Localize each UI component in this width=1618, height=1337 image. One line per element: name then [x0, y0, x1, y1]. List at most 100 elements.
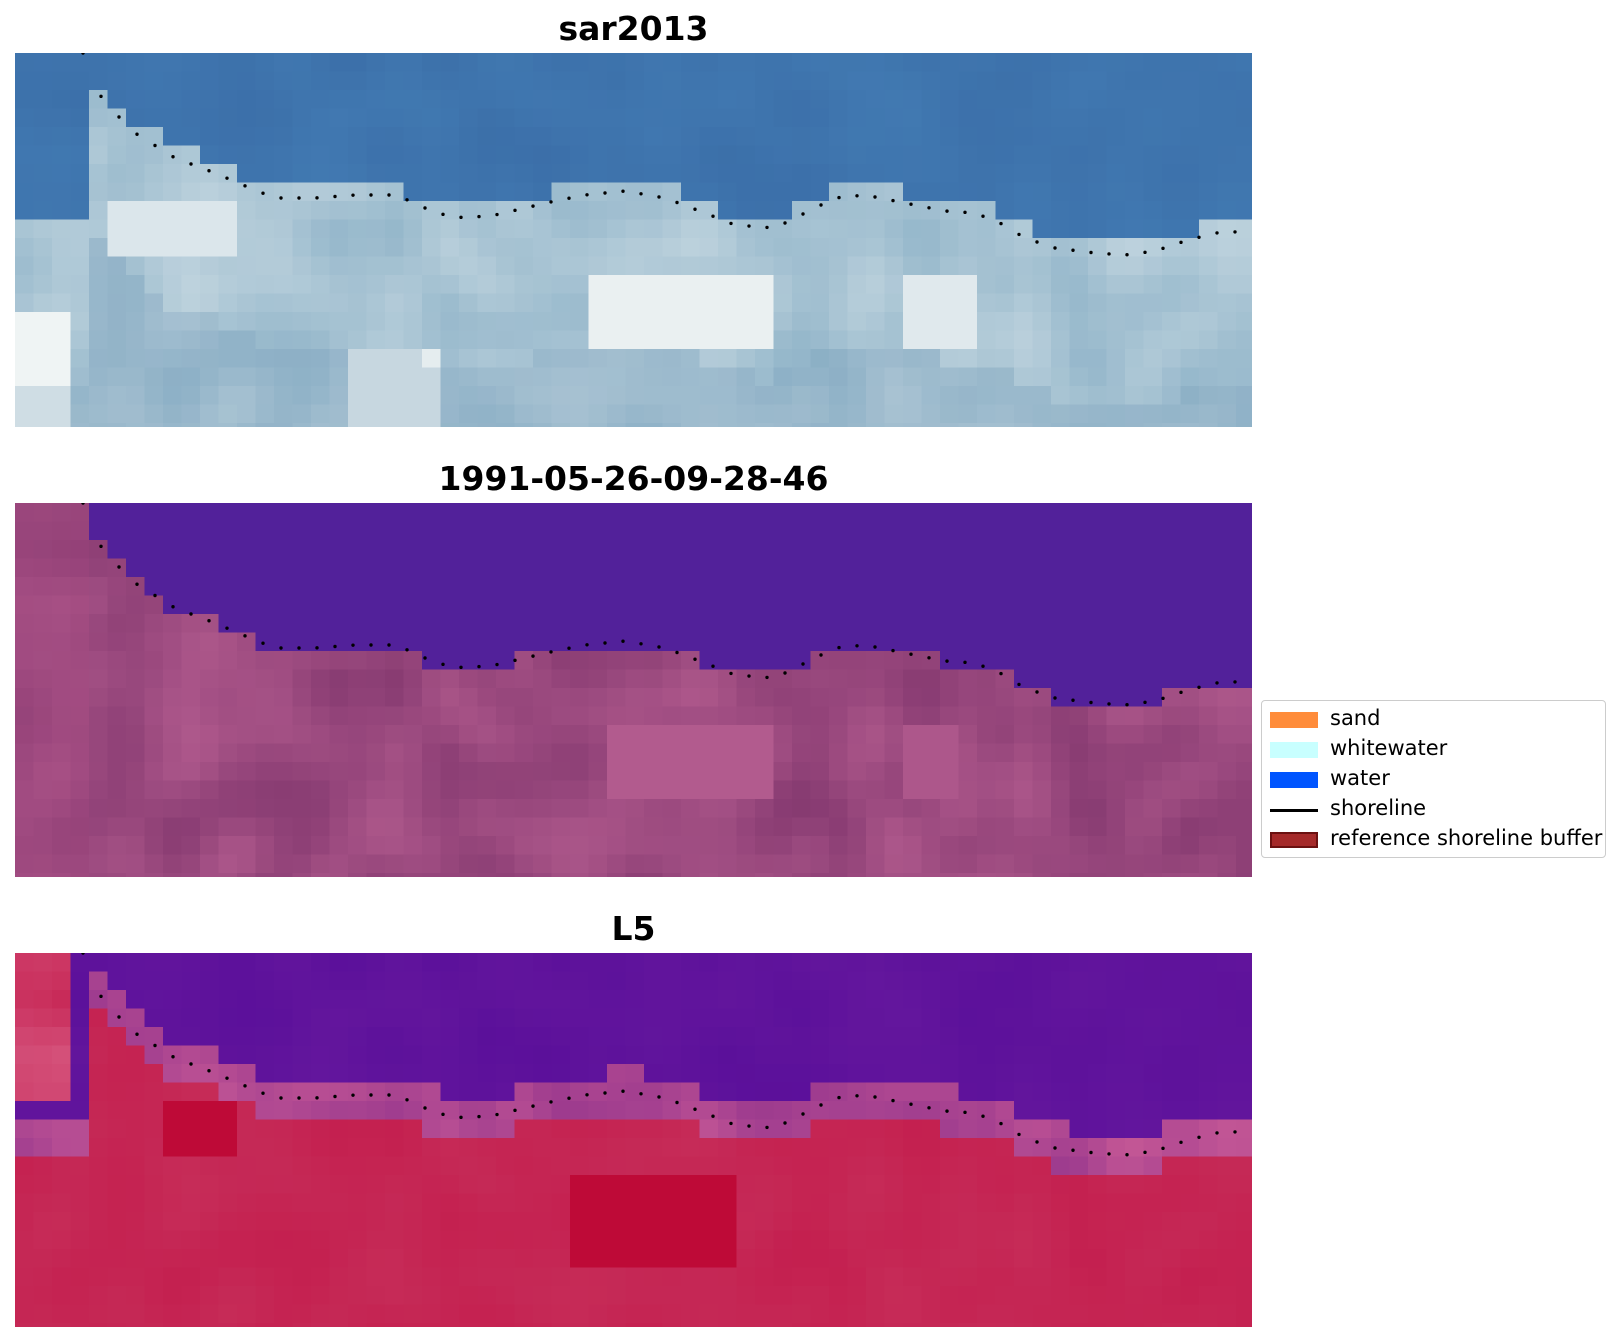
raster-pixel	[699, 651, 719, 671]
raster-pixel	[218, 743, 238, 763]
raster-pixel	[866, 201, 886, 221]
shoreline-dot	[567, 646, 571, 650]
raster-pixel	[903, 275, 923, 295]
raster-pixel	[1162, 71, 1182, 91]
raster-pixel	[52, 651, 72, 671]
raster-pixel	[496, 577, 516, 597]
raster-pixel	[1032, 503, 1052, 523]
raster-pixel	[533, 651, 553, 671]
raster-pixel	[181, 238, 201, 258]
shoreline-dot	[1215, 681, 1219, 685]
raster-pixel	[570, 614, 590, 634]
raster-pixel	[440, 1082, 460, 1102]
raster-pixel	[551, 201, 571, 221]
raster-pixel	[755, 164, 775, 184]
raster-pixel	[237, 836, 257, 856]
raster-pixel	[829, 780, 849, 800]
raster-pixel	[1088, 780, 1108, 800]
raster-pixel	[718, 1101, 738, 1121]
raster-pixel	[1125, 651, 1145, 671]
raster-pixel	[385, 873, 405, 877]
raster-pixel	[514, 1267, 534, 1287]
raster-pixel	[940, 1082, 960, 1102]
raster-pixel	[699, 1212, 719, 1232]
raster-pixel	[163, 1286, 183, 1306]
raster-pixel	[1199, 1286, 1219, 1306]
shoreline-dot	[1215, 1131, 1219, 1135]
raster-pixel	[810, 1323, 830, 1327]
raster-pixel	[1180, 1323, 1200, 1327]
raster-pixel	[163, 1045, 183, 1065]
raster-pixel	[181, 386, 201, 406]
raster-pixel	[699, 1304, 719, 1324]
raster-pixel	[218, 367, 238, 387]
raster-pixel	[736, 1230, 756, 1250]
raster-pixel	[1125, 201, 1145, 221]
raster-pixel	[995, 1267, 1015, 1287]
raster-pixel	[903, 164, 923, 184]
raster-pixel	[181, 836, 201, 856]
raster-pixel	[662, 312, 682, 332]
raster-pixel	[1236, 404, 1252, 424]
raster-pixel	[1051, 1027, 1071, 1047]
raster-pixel	[292, 219, 312, 239]
raster-pixel	[533, 1323, 553, 1327]
shoreline-dot	[243, 634, 247, 638]
raster-pixel	[829, 669, 849, 689]
raster-pixel	[33, 725, 53, 745]
raster-pixel	[829, 182, 849, 202]
raster-pixel	[459, 669, 479, 689]
raster-pixel	[570, 632, 590, 652]
raster-pixel	[107, 836, 127, 856]
raster-pixel	[255, 854, 275, 874]
raster-pixel	[126, 1175, 146, 1195]
raster-pixel	[52, 1064, 72, 1084]
raster-pixel	[607, 1249, 627, 1269]
raster-pixel	[607, 1212, 627, 1232]
raster-pixel	[792, 1008, 812, 1028]
raster-pixel	[385, 632, 405, 652]
raster-pixel	[903, 53, 923, 73]
raster-pixel	[496, 725, 516, 745]
raster-pixel	[15, 1249, 35, 1269]
raster-pixel	[570, 1193, 590, 1213]
raster-pixel	[921, 71, 941, 91]
raster-pixel	[385, 90, 405, 110]
raster-pixel	[52, 1119, 72, 1139]
raster-pixel	[1162, 1156, 1182, 1176]
raster-pixel	[644, 404, 664, 424]
raster-pixel	[348, 71, 368, 91]
raster-pixel	[829, 503, 849, 523]
raster-pixel	[940, 90, 960, 110]
raster-pixel	[1014, 558, 1034, 578]
raster-pixel	[144, 1156, 164, 1176]
raster-pixel	[496, 971, 516, 991]
raster-pixel	[255, 669, 275, 689]
l5-image	[15, 953, 1252, 1327]
raster-pixel	[144, 1304, 164, 1324]
shoreline-dot	[99, 94, 103, 99]
raster-pixel	[144, 577, 164, 597]
raster-pixel	[126, 595, 146, 615]
raster-pixel	[940, 595, 960, 615]
raster-pixel	[940, 1212, 960, 1232]
raster-pixel	[570, 1045, 590, 1065]
raster-pixel	[847, 503, 867, 523]
raster-pixel	[1051, 632, 1071, 652]
raster-pixel	[551, 330, 571, 350]
raster-pixel	[422, 762, 442, 782]
raster-pixel	[107, 1156, 127, 1176]
raster-pixel	[903, 1101, 923, 1121]
raster-pixel	[107, 651, 127, 671]
raster-pixel	[255, 349, 275, 369]
raster-pixel	[903, 386, 923, 406]
raster-pixel	[440, 1008, 460, 1028]
raster-pixel	[440, 53, 460, 73]
raster-pixel	[348, 577, 368, 597]
raster-pixel	[995, 1304, 1015, 1324]
raster-pixel	[1032, 349, 1052, 369]
raster-pixel	[181, 1230, 201, 1250]
raster-pixel	[551, 632, 571, 652]
raster-pixel	[847, 1156, 867, 1176]
raster-pixel	[144, 349, 164, 369]
